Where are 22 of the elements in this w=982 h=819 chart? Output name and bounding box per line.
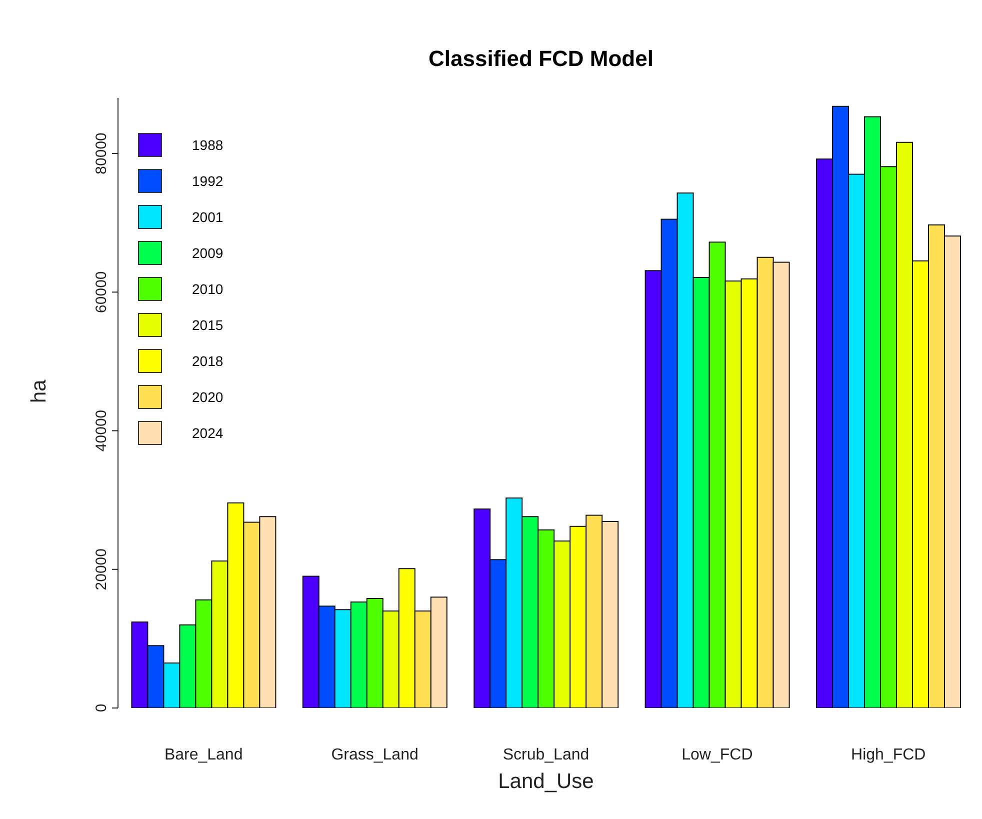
legend-label: 2001 xyxy=(192,209,224,225)
y-tick-label: 60000 xyxy=(93,271,110,313)
x-tick-label: High_FCD xyxy=(851,746,926,764)
legend-label: 2018 xyxy=(192,353,224,369)
y-tick-label: 0 xyxy=(93,704,110,712)
x-tick-label: Bare_Land xyxy=(164,746,243,764)
legend-label: 2009 xyxy=(192,245,224,261)
legend-label: 2010 xyxy=(192,281,224,297)
x-axis-title: Land_Use xyxy=(498,770,594,793)
legend-label: 1992 xyxy=(192,173,224,189)
legend-label: 1988 xyxy=(192,137,224,153)
y-tick-label: 80000 xyxy=(93,132,110,174)
y-tick-label: 40000 xyxy=(93,410,110,452)
chart-title: Classified FCD Model xyxy=(428,46,654,72)
legend-label: 2015 xyxy=(192,317,224,333)
x-tick-label: Low_FCD xyxy=(682,746,753,764)
y-tick-label: 20000 xyxy=(93,548,110,590)
y-axis-title: ha xyxy=(27,379,50,403)
legend-label: 2024 xyxy=(192,425,224,441)
x-tick-label: Grass_Land xyxy=(331,746,418,764)
x-tick-label: Scrub_Land xyxy=(502,746,590,764)
legend-label: 2020 xyxy=(192,389,224,405)
